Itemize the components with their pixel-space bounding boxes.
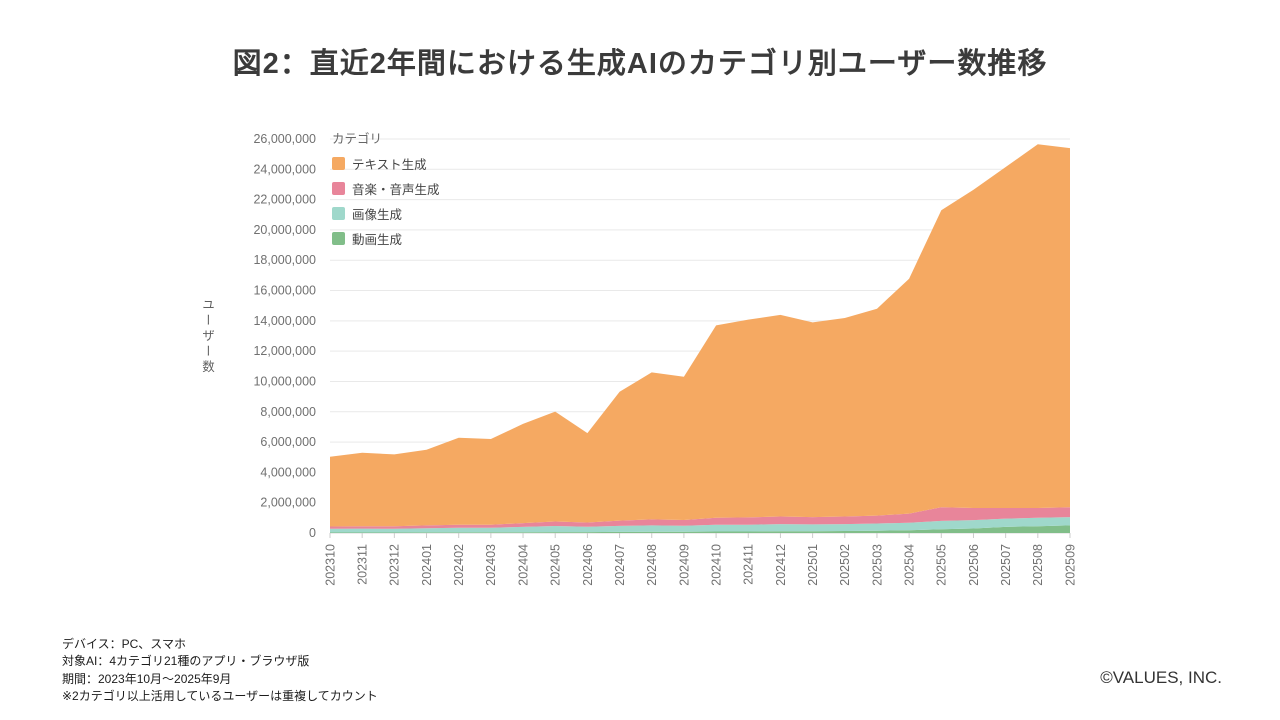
legend-title: カテゴリ (332, 132, 383, 146)
x-tick-label: 202406 (581, 544, 595, 586)
x-tick-label: 202501 (806, 544, 820, 586)
x-tick-label: 202507 (999, 544, 1013, 586)
copyright: ©VALUES, INC. (1100, 668, 1222, 687)
area-series-動画生成 (330, 525, 1070, 533)
x-tick-label: 202504 (903, 544, 917, 586)
x-tick-label: 202502 (838, 544, 852, 586)
legend-item-label: 動画生成 (352, 233, 403, 247)
legend-item-3: 動画生成 (332, 229, 440, 248)
area-series-画像生成 (330, 517, 1070, 533)
chart-title: 図2：直近2年間における生成AIのカテゴリ別ユーザー数推移 (232, 48, 1048, 80)
x-tick-label: 202411 (742, 544, 756, 585)
x-tick-label: 202312 (388, 544, 402, 586)
x-tick-label: 202401 (420, 544, 434, 586)
x-tick-label: 202503 (870, 544, 884, 586)
y-tick-label: 10,000,000 (253, 374, 316, 388)
chart-legend: カテゴリ テキスト生成 音楽・音声生成 画像生成動画生成 (332, 128, 440, 254)
legend-item-label: 画像生成 (352, 208, 403, 222)
area-series-テキスト生成 (330, 144, 1070, 527)
footnote-device: デバイス：PC、スマホ (62, 637, 186, 651)
x-tick-label: 202408 (645, 544, 659, 586)
y-tick-label: 4,000,000 (260, 465, 316, 479)
footnote-target: 対象AI：4カテゴリ21種のアプリ・ブラウザ版 (62, 654, 310, 669)
stacked-area-chart: 0 2,000,000 4,000,000 6,000,000 8,000,000 10,… (253, 132, 1077, 586)
footnote-period: 期間：2023年10月～2025年9月 (62, 671, 232, 686)
x-tick-label: 202407 (613, 544, 627, 586)
y-tick-label: 6,000,000 (260, 435, 316, 449)
x-tick-label: 202310 (323, 544, 337, 586)
x-tick-label: 202508 (1031, 544, 1045, 586)
y-tick-label: 0 (309, 526, 316, 540)
y-tick-label: 26,000,000 (253, 132, 316, 146)
legend-swatch-icon (332, 207, 345, 220)
x-tick-label: 202505 (935, 544, 949, 586)
x-tick-label: 202405 (549, 544, 563, 586)
x-tick-label: 202404 (516, 544, 530, 586)
legend-item-label: テキスト生成 (352, 158, 427, 172)
y-tick-label: 2,000,000 (260, 496, 316, 510)
y-tick-label: 14,000,000 (253, 314, 316, 328)
x-tick-label: 202509 (1063, 544, 1077, 586)
y-axis-title: ユーザー数 (200, 298, 214, 376)
x-tick-label: 202403 (484, 544, 498, 586)
y-tick-label: 18,000,000 (253, 253, 316, 267)
legend-swatch-icon (332, 232, 345, 245)
x-tick-label: 202409 (677, 544, 691, 586)
x-tick-label: 202410 (709, 544, 723, 586)
area-series-音楽・音声生成 (330, 507, 1070, 529)
legend-item-label: 音楽・音声生成 (352, 183, 440, 197)
footnote-note: ※2カテゴリ以上活用しているユーザーは重複してカウント (62, 689, 378, 704)
y-tick-label: 8,000,000 (260, 405, 316, 419)
legend-items: テキスト生成 音楽・音声生成 画像生成動画生成 (332, 154, 440, 248)
y-tick-label: 16,000,000 (253, 284, 316, 298)
legend-item-1: 音楽・音声生成 (332, 179, 440, 198)
y-tick-label: 20,000,000 (253, 223, 316, 237)
x-tick-label: 202402 (452, 544, 466, 586)
y-tick-label: 24,000,000 (253, 162, 316, 176)
footnotes: デバイス：PC、スマホ 対象AI：4カテゴリ21種のアプリ・ブラウザ版 期間：2… (62, 636, 378, 706)
y-tick-label: 22,000,000 (253, 193, 316, 207)
x-tick-label: 202506 (967, 544, 981, 586)
legend-swatch-icon (332, 182, 345, 195)
x-tick-label: 202412 (774, 544, 788, 586)
legend-item-2: 画像生成 (332, 204, 440, 223)
legend-item-0: テキスト生成 (332, 154, 440, 173)
legend-swatch-icon (332, 157, 345, 170)
x-tick-label: 202311 (356, 544, 370, 585)
y-tick-label: 12,000,000 (253, 344, 316, 358)
